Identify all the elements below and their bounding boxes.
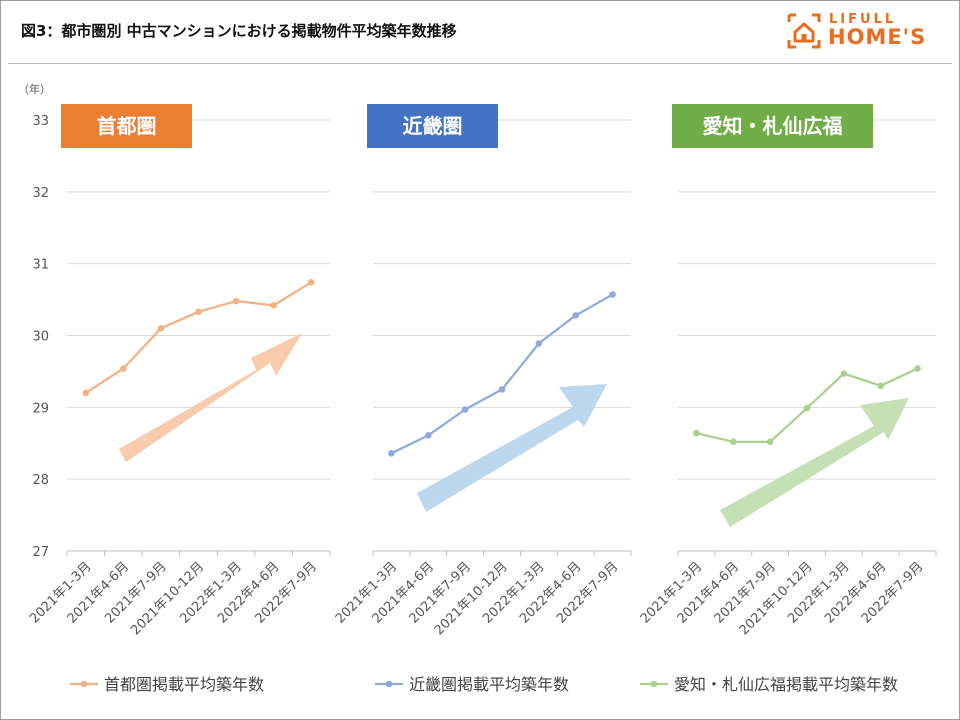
data-point bbox=[766, 438, 774, 446]
y-tick-label: 28 bbox=[32, 473, 49, 488]
data-point bbox=[498, 386, 506, 393]
data-point bbox=[914, 365, 921, 372]
legend-marker bbox=[385, 680, 393, 688]
y-tick-label: 27 bbox=[32, 545, 49, 560]
data-point bbox=[388, 450, 395, 457]
legend-marker bbox=[650, 680, 658, 688]
y-tick-label: 29 bbox=[32, 401, 49, 416]
data-point bbox=[461, 406, 469, 413]
legend-label: 近畿圏掲載平均築年数 bbox=[409, 675, 569, 694]
y-tick-label: 33 bbox=[32, 114, 49, 129]
data-point bbox=[877, 382, 885, 390]
y-axis-unit: （年） bbox=[18, 82, 51, 96]
chart-panel: 首都圏2021年1-3月2021年4-6月2021年7-9月2021年10-12… bbox=[27, 104, 331, 694]
chart-panel: 近畿圏2021年1-3月2021年4-6月2021年7-9月2021年10-12… bbox=[333, 104, 632, 694]
data-point bbox=[729, 438, 737, 446]
trend-arrow bbox=[720, 398, 909, 527]
data-point bbox=[535, 340, 543, 347]
data-point bbox=[120, 365, 127, 372]
data-point bbox=[270, 302, 277, 309]
house-icon bbox=[787, 13, 821, 49]
region-label-box bbox=[367, 104, 498, 148]
data-point bbox=[424, 432, 432, 439]
data-point bbox=[803, 404, 811, 412]
logo-text-homes: HOME'S bbox=[828, 25, 927, 49]
chart-panels: 首都圏2021年1-3月2021年4-6月2021年7-9月2021年10-12… bbox=[27, 104, 937, 694]
trend-arrow bbox=[417, 384, 607, 512]
chart-title: 図3：都市圏別 中古マンションにおける掲載物件平均築年数推移 bbox=[21, 22, 457, 40]
y-axis-ticks: 27 28 29 30 31 32 33 bbox=[32, 114, 49, 560]
data-point bbox=[307, 279, 315, 286]
legend-marker bbox=[80, 680, 88, 688]
region-label-box bbox=[61, 104, 192, 148]
region-label: 首都圏 bbox=[97, 114, 157, 138]
y-tick-label: 32 bbox=[32, 186, 49, 201]
data-point bbox=[82, 389, 90, 397]
y-tick-label: 30 bbox=[32, 330, 49, 345]
data-point bbox=[693, 429, 700, 437]
data-point bbox=[195, 308, 202, 316]
data-point bbox=[609, 291, 616, 298]
region-label: 愛知・札仙広福 bbox=[703, 114, 843, 138]
region-label-box bbox=[672, 104, 873, 148]
series-line bbox=[390, 293, 614, 455]
trend-arrow bbox=[119, 333, 302, 462]
legend-label: 首都圏掲載平均築年数 bbox=[104, 675, 264, 694]
data-point bbox=[232, 297, 240, 305]
chart-panel: 愛知・札仙広福2021年1-3月2021年4-6月2021年7-9月2021年1… bbox=[638, 104, 937, 694]
logo-text-lifull: LIFULL bbox=[829, 12, 897, 27]
series-line bbox=[85, 281, 312, 394]
data-point bbox=[840, 370, 848, 377]
y-tick-label: 31 bbox=[32, 258, 49, 273]
region-label: 近畿圏 bbox=[403, 114, 463, 138]
header-divider bbox=[8, 63, 952, 64]
lifull-homes-logo: LIFULL HOME'S bbox=[784, 12, 936, 52]
data-point bbox=[572, 312, 580, 319]
data-point bbox=[157, 325, 165, 332]
legend-label: 愛知・札仙広福掲載平均築年数 bbox=[674, 675, 898, 694]
